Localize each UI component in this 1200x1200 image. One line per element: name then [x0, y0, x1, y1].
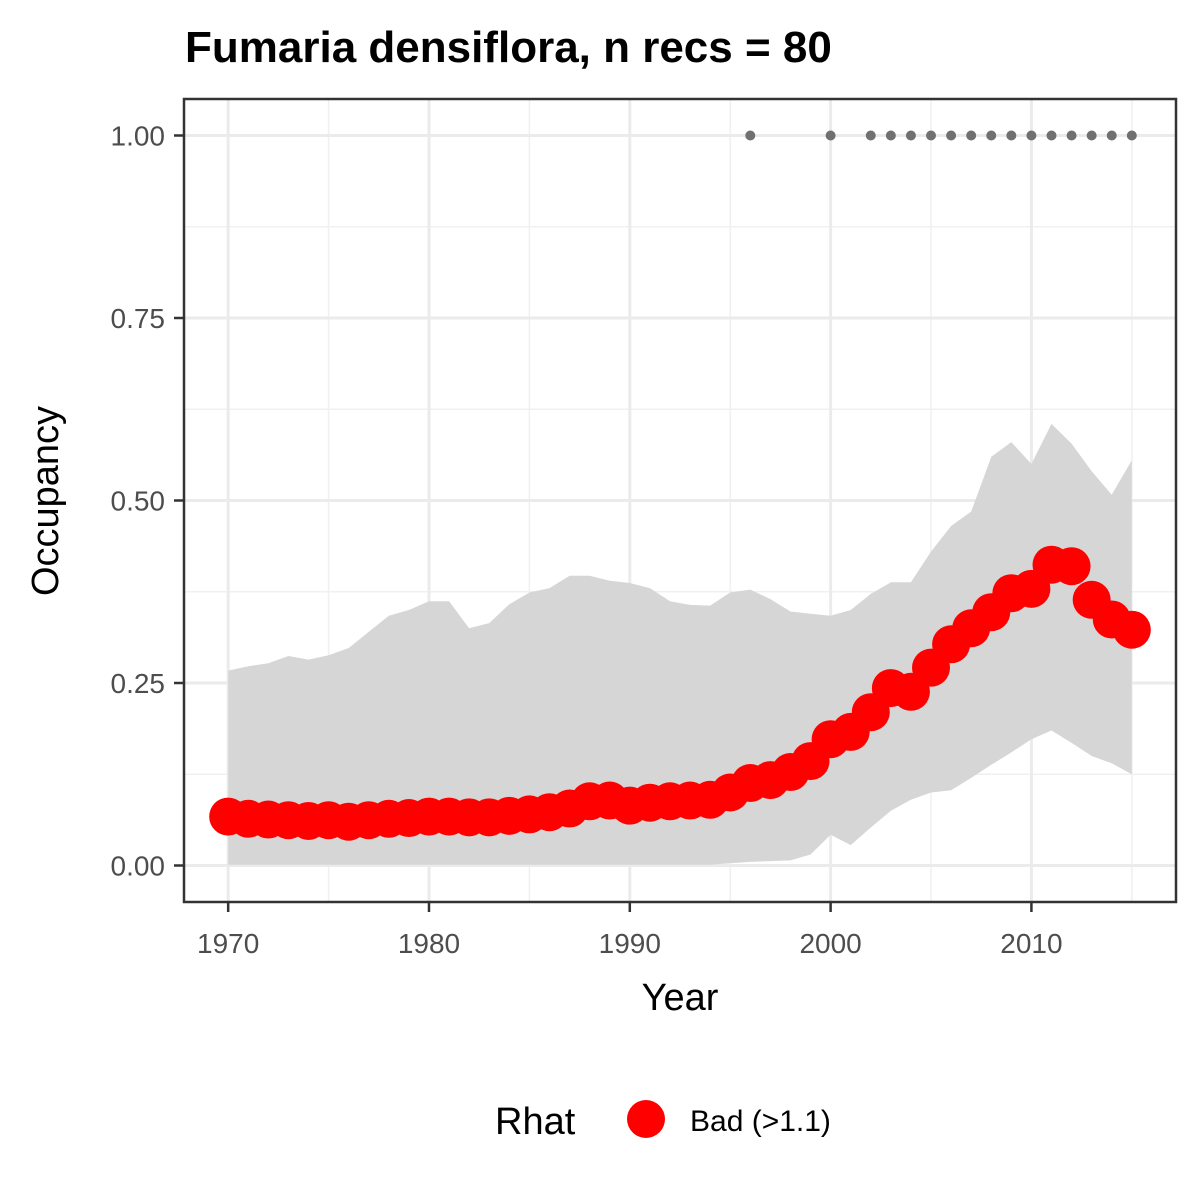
record-point: [745, 130, 756, 141]
record-point: [986, 130, 997, 141]
legend: Rhat Bad (>1.1): [495, 1100, 831, 1143]
x-axis-title: Year: [642, 977, 719, 1019]
confidence-ribbon: [228, 423, 1132, 865]
occupancy-point: [1052, 547, 1091, 586]
record-point: [1086, 130, 1097, 141]
record-point: [1106, 130, 1117, 141]
record-point: [1126, 130, 1137, 141]
record-point: [946, 130, 957, 141]
x-tick-label: 2000: [799, 928, 861, 959]
record-point: [1006, 130, 1017, 141]
y-tick-label: 0.00: [111, 851, 166, 882]
record-point: [1046, 130, 1057, 141]
record-point: [1066, 130, 1077, 141]
record-point: [1026, 130, 1037, 141]
x-tick-label: 1990: [599, 928, 661, 959]
x-tick-label: 2010: [1000, 928, 1062, 959]
occupancy-point: [1112, 610, 1151, 649]
x-tick-label: 1980: [398, 928, 460, 959]
record-point: [885, 130, 896, 141]
chart-title: Fumaria densiflora, n recs = 80: [185, 23, 832, 72]
legend-key-bad-rhat: [627, 1100, 665, 1138]
plot-area: 1970 1980 1990 2000 2010 0.00 0.25 0.50 0.75 1.00: [111, 97, 1178, 959]
x-tick-label: 1970: [197, 928, 259, 959]
y-tick-label: 1.00: [111, 121, 166, 152]
y-tick-label: 0.25: [111, 668, 166, 699]
record-point: [966, 130, 977, 141]
y-tick-label: 0.50: [111, 486, 166, 517]
record-point: [865, 130, 876, 141]
legend-title: Rhat: [495, 1101, 576, 1143]
y-tick-label: 0.75: [111, 303, 166, 334]
record-point: [926, 130, 937, 141]
y-axis-title: Occupancy: [25, 406, 67, 596]
legend-label-bad-rhat: Bad (>1.1): [690, 1105, 831, 1138]
record-point: [825, 130, 836, 141]
record-point: [905, 130, 916, 141]
